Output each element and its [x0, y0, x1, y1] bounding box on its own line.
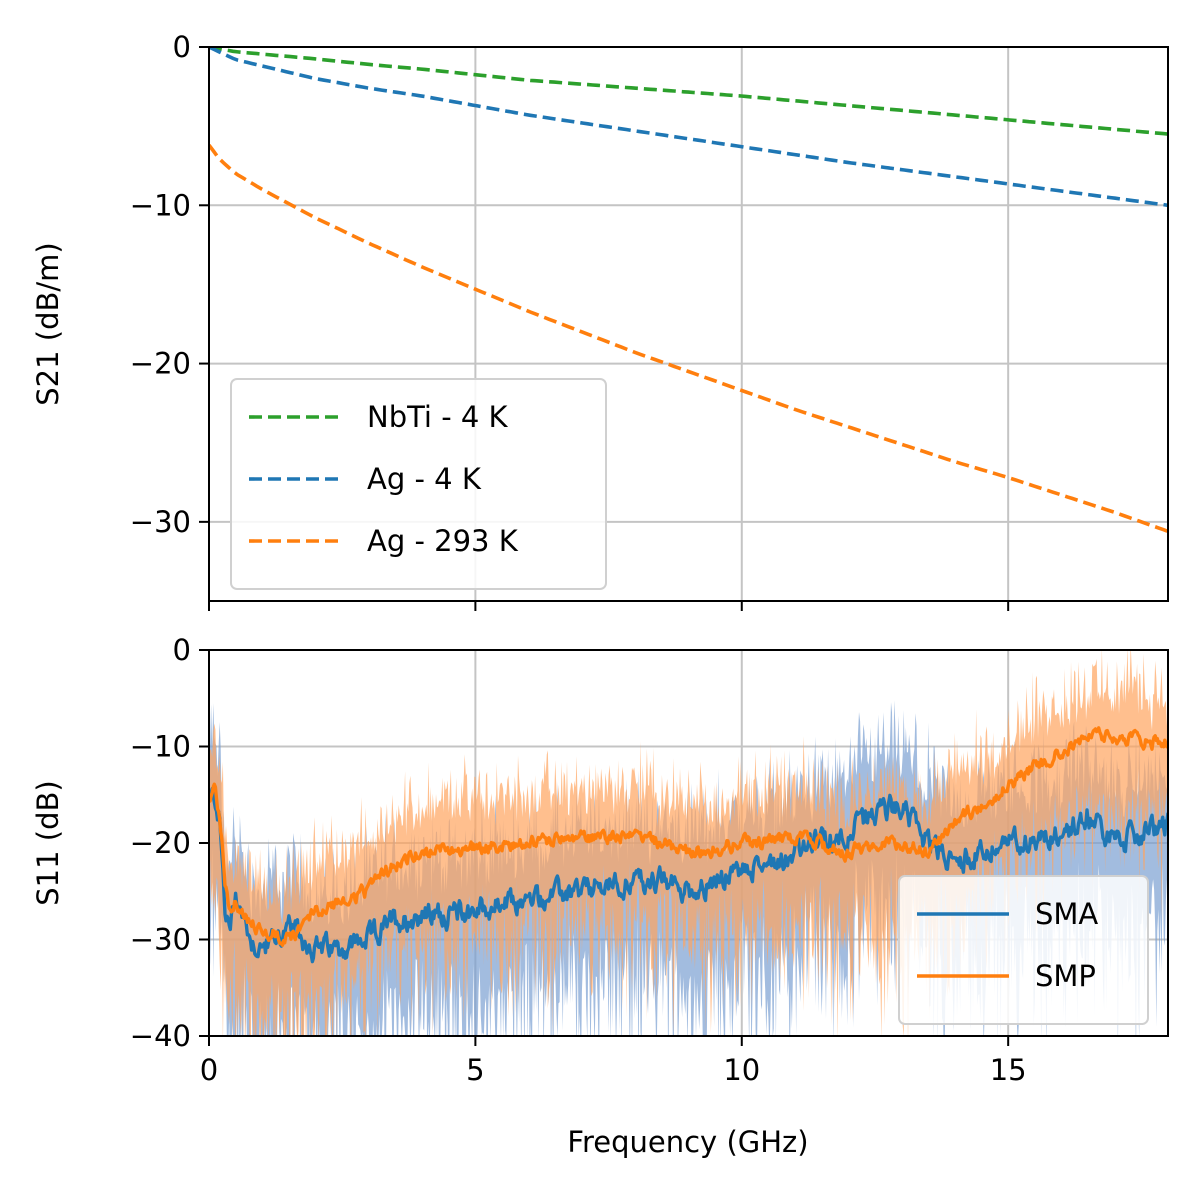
- legend-label: SMA: [1035, 897, 1098, 931]
- s21-legend-box: [230, 378, 607, 590]
- s21-y-tick-label: 0: [173, 30, 191, 64]
- s21-axes-frame: [208, 46, 1169, 602]
- s21-y-tick-label: −20: [130, 347, 191, 381]
- x-tick-label: 10: [723, 1053, 760, 1087]
- legend-label: Ag - 4 K: [367, 462, 482, 496]
- x-tick-label: 5: [466, 1053, 484, 1087]
- x-axis-label: Frequency (GHz): [567, 1125, 808, 1159]
- s21-y-tick-label: −10: [130, 188, 191, 222]
- s21-panel: 0 −10 −20 −30 S21 (dB/m) NbTi - 4 K Ag - 4 K…: [31, 30, 1169, 611]
- legend-label: Ag - 293 K: [367, 524, 519, 558]
- s11-y-tick-label: −10: [130, 730, 191, 764]
- s11-plot-area: [209, 650, 1168, 1036]
- s11-y-tick-label: −20: [130, 826, 191, 860]
- s21-legend: NbTi - 4 K Ag - 4 K Ag - 293 K: [230, 378, 607, 590]
- series-line-smp: [209, 726, 1168, 947]
- s11-y-tick-label: −30: [130, 923, 191, 957]
- series-line-nbti-4-k: [209, 47, 1168, 136]
- s11-panel: 0 5 10 15 0 −10 −20 −30 −40 S11 (dB) Frequency (…: [31, 633, 1169, 1159]
- s21-ticks: 0 −10 −20 −30: [130, 30, 1010, 611]
- s21-y-axis-label: S21 (dB/m): [31, 242, 65, 405]
- s21-plot-area: [209, 47, 1168, 534]
- series-line-ag-293-k: [209, 144, 1168, 534]
- legend-label: NbTi - 4 K: [367, 400, 509, 434]
- s11-legend: SMA SMP: [898, 875, 1149, 1025]
- s11-legend-box: [898, 875, 1149, 1025]
- x-tick-label: 15: [990, 1053, 1027, 1087]
- s11-y-axis-label: S11 (dB): [31, 780, 65, 905]
- s11-ticks: 0 5 10 15 0 −10 −20 −30 −40: [130, 633, 1027, 1087]
- legend-label: SMP: [1035, 959, 1096, 993]
- series-band-smp: [209, 650, 1168, 1036]
- s11-y-tick-label: −40: [130, 1019, 191, 1053]
- x-tick-label: 0: [200, 1053, 218, 1087]
- series-line-sma: [209, 786, 1168, 964]
- s11-y-tick-label: 0: [173, 633, 191, 667]
- s21-y-tick-label: −30: [130, 505, 191, 539]
